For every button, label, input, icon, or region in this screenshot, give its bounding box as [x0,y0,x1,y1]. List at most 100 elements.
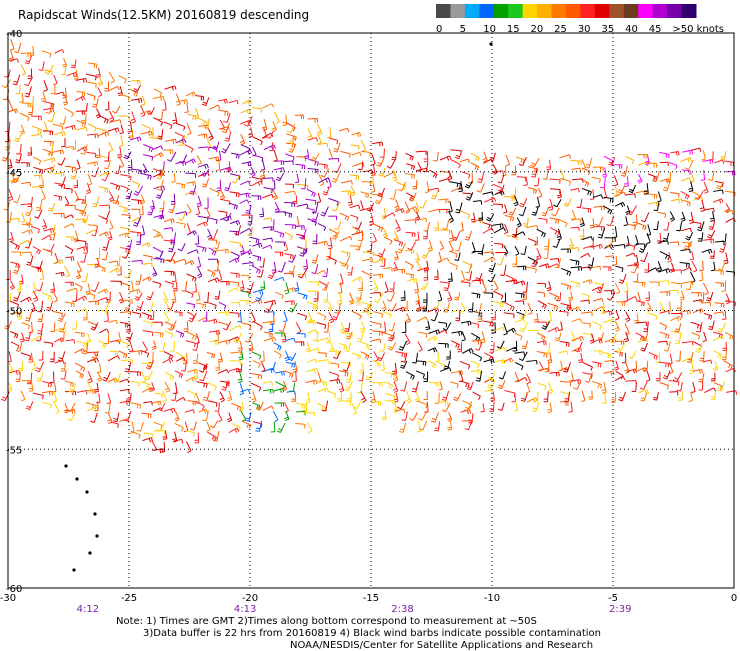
wind-barb [341,257,349,267]
wind-barb [417,401,427,408]
wind-barb [97,363,101,373]
wind-barb [99,205,109,209]
wind-barb [296,333,305,337]
wind-barb [573,382,580,389]
wind-barb [547,281,551,291]
latitude-label: -45 [6,168,22,179]
wind-barb [234,225,240,234]
wind-barb [493,224,503,228]
wind-barb [252,155,262,162]
wind-barb [110,422,118,428]
wind-barb [131,111,136,123]
wind-barb [714,270,723,274]
wind-barb [186,92,196,97]
wind-barb [374,312,383,318]
wind-barb [371,153,375,165]
wind-barb [230,361,240,366]
wind-barb [373,361,381,368]
wind-barb [52,383,56,392]
wind-barb [372,339,381,343]
wind-barb [210,421,217,428]
wind-barb [656,372,660,381]
wind-barb [547,402,551,412]
wind-barb [80,254,86,262]
wind-barb [658,269,670,274]
wind-barb [494,243,503,248]
wind-barb [592,287,602,292]
wind-barb [447,292,452,302]
wind-barb [275,292,283,299]
wind-barb [164,86,176,91]
wind-barb [350,215,358,222]
wind-barb [406,274,414,279]
wind-barb [681,228,691,232]
wind-barb [209,129,214,140]
wind-barb [691,292,701,296]
wind-barb [98,76,102,85]
island-marker [75,477,78,480]
wind-barb [50,282,54,292]
wind-barb [656,352,660,362]
wind-barb [543,170,548,179]
wind-barb [561,283,571,290]
wind-barb [208,259,218,263]
wind-barb [9,109,18,113]
wind-barb [669,242,678,246]
wind-barb [55,272,64,276]
wind-barb [260,170,264,179]
wind-barb [657,261,662,271]
wind-barb [559,351,568,355]
wind-barb [178,243,185,251]
wind-barb [340,323,345,333]
wind-barb [361,391,366,402]
wind-barb [154,422,163,429]
wind-barb [570,307,579,312]
wind-barb [519,352,527,361]
wind-barb [339,343,347,349]
wind-barb [707,230,715,238]
wind-barb [449,251,457,258]
wind-barb [341,251,350,256]
wind-barb [121,95,129,101]
wind-barb [385,373,395,378]
wind-barb [431,412,438,422]
wind-barb [143,342,148,353]
wind-barb [181,361,186,371]
wind-barb [548,382,553,393]
wind-barb [626,244,634,251]
wind-barb [534,178,539,186]
wind-barb [83,312,87,320]
wind-barb [60,116,66,124]
wind-barb [33,175,42,179]
wind-barb [406,313,411,322]
wind-barb [560,402,568,406]
wind-barb [593,351,602,355]
wind-barb [19,93,23,102]
wind-barb [475,303,481,312]
wind-barb [663,233,669,241]
wind-barb [345,342,351,351]
wind-barb [261,362,265,371]
wind-barb [44,228,54,232]
wind-barb [71,60,76,68]
wind-barb [526,226,537,230]
wind-barb [396,220,401,232]
wind-barb [329,138,337,144]
wind-barb [285,154,294,161]
wind-barb [317,270,326,274]
wind-barb [362,259,373,263]
wind-barb [570,160,581,165]
wind-barb [450,150,461,155]
wind-barb [164,312,169,322]
wind-barb [387,160,395,168]
wind-barb [108,356,119,361]
wind-barb [82,103,87,111]
wind-barb [500,265,506,276]
wind-barb [262,245,272,249]
wind-barb [449,211,454,222]
wind-barb [618,392,625,401]
wind-barb [681,212,686,222]
wind-barb [440,282,449,287]
wind-barb [593,298,603,302]
wind-barb [307,359,316,363]
